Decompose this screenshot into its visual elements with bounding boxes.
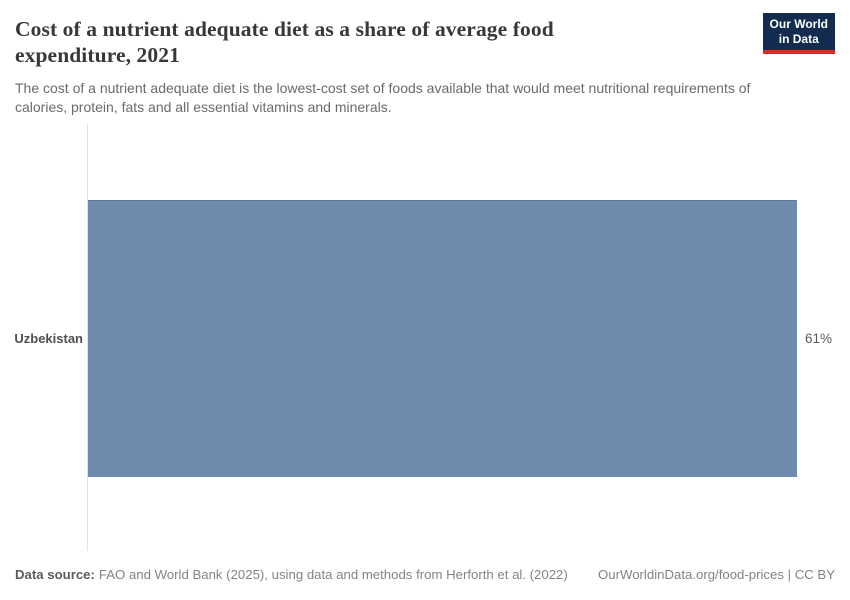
bar-value-label: 61% xyxy=(805,331,833,346)
owid-logo-line2: in Data xyxy=(778,32,819,46)
chart-subtitle: The cost of a nutrient adequate diet is … xyxy=(15,80,751,115)
owid-logo-line1: Our World xyxy=(769,17,828,31)
chart-footer: Data source: FAO and World Bank (2025), u… xyxy=(15,567,835,582)
bar-row: 61% xyxy=(88,200,835,477)
chart-header: Cost of a nutrient adequate diet as a sh… xyxy=(15,16,760,116)
entity-label-cell: Uzbekistan xyxy=(0,200,83,477)
owid-logo[interactable]: Our World in Data xyxy=(762,13,835,54)
owid-url-license-link[interactable]: OurWorldinData.org/food-prices | CC BY xyxy=(598,567,835,582)
data-source-text: FAO and World Bank (2025), using data an… xyxy=(98,567,568,582)
y-axis-line xyxy=(87,124,88,551)
entity-label-uzbekistan: Uzbekistan xyxy=(14,331,83,346)
chart-title: Cost of a nutrient adequate diet as a sh… xyxy=(15,17,554,68)
bar-uzbekistan[interactable] xyxy=(88,200,797,477)
data-source-label: Data source: xyxy=(15,567,95,582)
data-source-note: Data source: FAO and World Bank (2025), u… xyxy=(15,567,568,582)
